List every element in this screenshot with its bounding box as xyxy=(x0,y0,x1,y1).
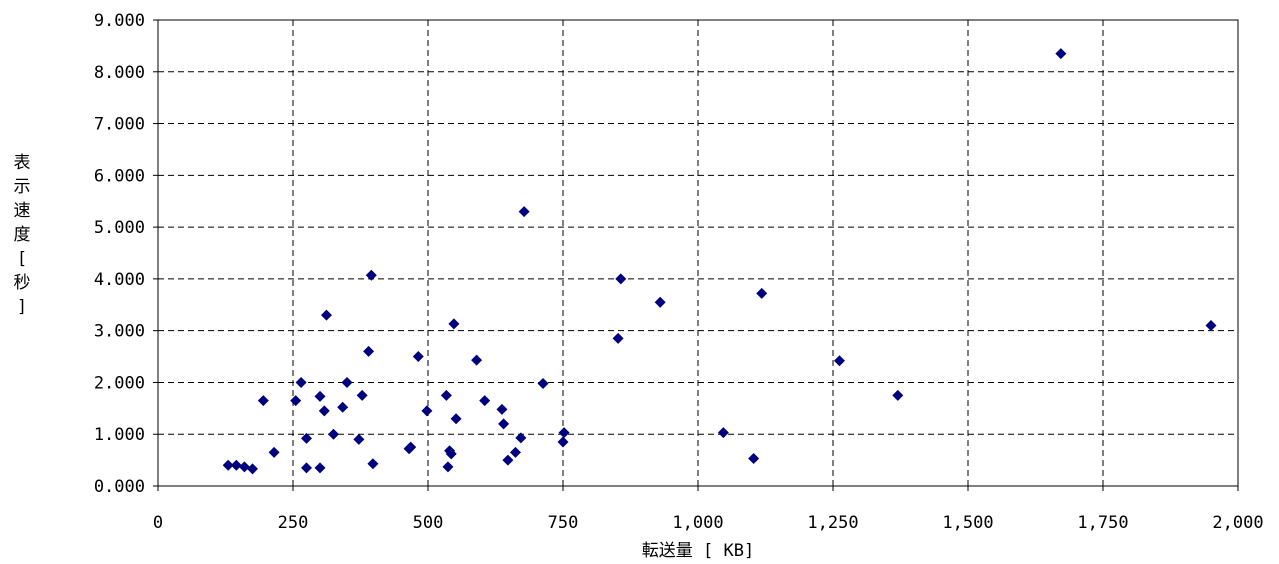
data-point xyxy=(717,427,729,439)
data-point xyxy=(314,462,326,474)
x-tick-label: 250 xyxy=(278,513,309,533)
x-tick-label: 1,750 xyxy=(1077,513,1128,533)
x-tick-label: 0 xyxy=(153,513,163,533)
data-point xyxy=(471,354,483,366)
data-point xyxy=(301,462,312,474)
y-axis-title-char: 速 xyxy=(14,201,31,221)
data-point xyxy=(230,459,242,471)
data-point xyxy=(247,463,258,475)
grid-lines xyxy=(153,19,1239,491)
y-tick-label: 0.000 xyxy=(94,477,145,497)
data-point xyxy=(412,351,424,363)
data-point xyxy=(518,206,530,218)
data-point xyxy=(405,441,417,453)
data-point xyxy=(367,458,379,470)
data-point xyxy=(238,461,250,473)
data-point xyxy=(341,376,353,388)
data-point xyxy=(440,389,452,401)
data-point xyxy=(498,418,510,430)
data-point xyxy=(756,287,768,299)
data-point xyxy=(222,459,234,471)
data-point xyxy=(268,446,280,458)
y-tick-label: 2.000 xyxy=(94,373,145,393)
data-point xyxy=(442,461,454,473)
y-tick-label: 7.000 xyxy=(94,115,145,135)
data-point xyxy=(421,405,433,417)
data-point xyxy=(301,432,312,444)
data-point xyxy=(353,433,365,445)
y-tick-labels: 0.000 1.000 2.000 3.000 4.000 5.000 6.000 7.000… xyxy=(94,11,145,497)
data-point xyxy=(833,355,845,367)
y-axis-title-char: 度 xyxy=(14,225,31,245)
data-point xyxy=(558,427,570,439)
data-point xyxy=(363,345,375,357)
y-tick-label: 4.000 xyxy=(94,270,145,290)
x-tick-label: 750 xyxy=(548,513,579,533)
y-axis-title-char: [ xyxy=(17,249,27,269)
y-tick-label: 5.000 xyxy=(94,218,145,238)
data-point xyxy=(496,403,508,415)
data-point xyxy=(515,432,527,444)
data-point xyxy=(557,436,569,448)
data-point xyxy=(337,401,349,413)
y-axis-title-char: 秒 xyxy=(14,273,31,293)
data-point xyxy=(365,269,377,281)
data-point xyxy=(1055,48,1067,60)
data-point xyxy=(450,413,462,425)
data-point xyxy=(445,448,457,460)
y-axis-title-char: 表 xyxy=(14,153,31,173)
data-point xyxy=(295,376,307,388)
data-point xyxy=(290,395,302,407)
data-point xyxy=(892,389,904,401)
data-point xyxy=(314,390,326,402)
x-tick-label: 1,000 xyxy=(672,513,723,533)
data-point xyxy=(479,395,491,407)
data-point xyxy=(1205,319,1217,331)
x-tick-label: 1,250 xyxy=(807,513,858,533)
data-point xyxy=(257,395,269,407)
data-point xyxy=(448,318,460,330)
data-point xyxy=(509,446,521,458)
x-tick-label: 500 xyxy=(413,513,444,533)
y-tick-label: 3.000 xyxy=(94,322,145,342)
y-tick-label: 8.000 xyxy=(94,63,145,83)
x-tick-label: 1,500 xyxy=(942,513,993,533)
y-tick-label: 9.000 xyxy=(94,11,145,31)
x-tick-label: 2,000 xyxy=(1212,513,1263,533)
data-point xyxy=(502,454,514,466)
data-point xyxy=(318,405,330,417)
data-point xyxy=(537,377,549,389)
y-axis-title-char: 示 xyxy=(14,177,31,197)
data-point xyxy=(615,273,627,285)
data-point xyxy=(612,332,624,344)
y-axis-title-char: ] xyxy=(17,297,27,317)
data-point xyxy=(328,428,339,440)
x-tick-labels: 0 250 500 750 1,000 1,250 1,500 1,750 2,000 xyxy=(153,513,1264,533)
y-tick-label: 1.000 xyxy=(94,425,145,445)
data-point xyxy=(654,296,666,308)
data-point xyxy=(320,309,332,321)
x-axis-title: 転送量 [ KB] xyxy=(642,541,754,561)
y-tick-label: 6.000 xyxy=(94,166,145,186)
data-points xyxy=(222,48,1217,475)
data-point xyxy=(356,389,368,401)
data-point xyxy=(748,453,760,465)
